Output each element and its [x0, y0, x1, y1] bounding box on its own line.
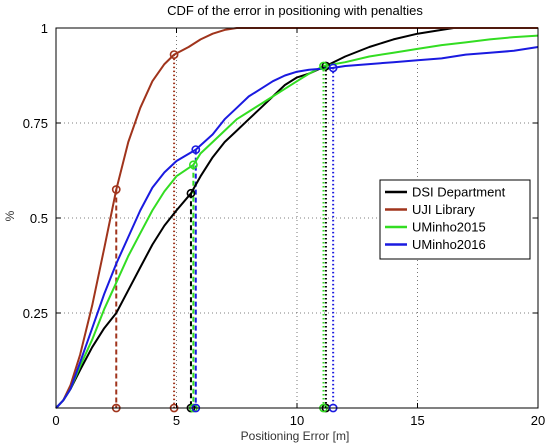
series-line-uminho2015 — [55, 34, 539, 409]
x-tick-label: 10 — [290, 413, 304, 428]
y-tick-label: 0.25 — [23, 306, 48, 321]
legend-items: DSI Department UJI Library UMinho2015 UMinh… — [385, 185, 506, 252]
axis-ticks — [55, 27, 539, 408]
tick-labels: 0 5 10 15 20 0.25 0.5 0.75 1 — [23, 21, 546, 428]
series-line-uji-library — [55, 27, 538, 409]
x-axis-title: Positioning Error [m] — [241, 429, 350, 443]
legend-label-uminho2016: UMinho2016 — [412, 237, 486, 252]
legend-label-uji-library: UJI Library — [412, 202, 475, 217]
marker-uji-library-point — [169, 50, 179, 59]
marker-uminho2015-point — [188, 160, 198, 170]
legend-label-uminho2015: UMinho2015 — [412, 220, 486, 235]
marker-uminho2016-point — [191, 145, 201, 154]
y-tick-label: 0.5 — [30, 211, 48, 226]
marker-uminho2016-point — [328, 63, 338, 73]
series-line-uminho2016 — [55, 46, 539, 409]
series-line-dsi-department — [55, 27, 454, 409]
marker-lines — [115, 54, 335, 408]
x-tick-label: 0 — [52, 413, 59, 428]
marker-uji-library-point — [111, 185, 121, 194]
y-axis-title: % — [3, 210, 17, 221]
x-tick-label: 20 — [531, 413, 545, 428]
series-lines — [55, 27, 539, 409]
marker-dsi-department-point — [186, 188, 196, 198]
legend: DSI Department UJI Library UMinho2015 UMinh… — [379, 179, 531, 260]
y-tick-label: 1 — [41, 21, 48, 36]
chart-title: CDF of the error in positioning with pen… — [167, 3, 423, 18]
x-tick-label: 5 — [173, 413, 180, 428]
y-tick-label: 0.75 — [23, 116, 48, 131]
legend-label-dsi-department: DSI Department — [412, 185, 506, 200]
marker-uminho2015-point — [319, 61, 328, 71]
x-tick-label: 15 — [410, 413, 424, 428]
